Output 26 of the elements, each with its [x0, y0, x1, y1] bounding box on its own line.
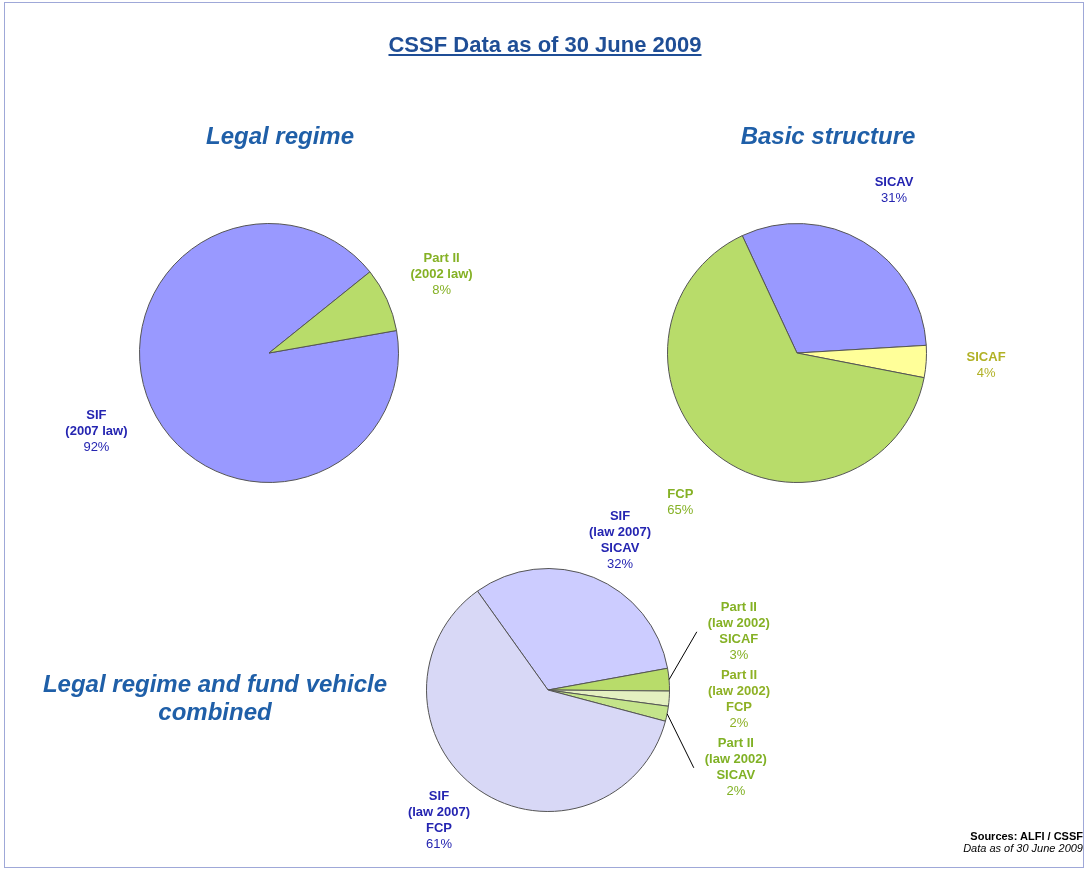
- data-label: 2%: [726, 783, 746, 799]
- source-note: Sources: ALFI / CSSF: [969, 830, 1083, 842]
- slice-label: SIF (law 2007) SICAV: [588, 507, 652, 555]
- data-label: 3%: [729, 647, 749, 663]
- data-label: 2%: [729, 715, 749, 731]
- data-label: 92%: [83, 438, 110, 454]
- slice-label: SIF (law 2007) FCP: [407, 787, 471, 835]
- slice-label: FCP: [667, 485, 694, 501]
- data-label: 61%: [425, 835, 453, 851]
- slice-label: Part II (law 2002) FCP: [707, 667, 771, 715]
- slice-label: Part II (law 2002) SICAV: [704, 735, 767, 783]
- text: Data as of 30 June 2009: [963, 842, 1083, 854]
- data-label: 32%: [607, 555, 634, 571]
- data-label: 65%: [667, 501, 694, 517]
- slice-label: SICAF: [966, 349, 1006, 365]
- slice-label: SICAV: [874, 173, 914, 189]
- chart-title: Basic structure: [739, 122, 917, 150]
- data-label: 4%: [976, 365, 996, 381]
- slice-label: Part II (law 2002) SICAF: [707, 599, 770, 647]
- data-label: 31%: [881, 189, 908, 205]
- text: Legal regime and fund vehicle combined: [41, 670, 389, 726]
- slice-label: Part II (2002 law): [410, 250, 473, 282]
- slice-label: SIF (2007 law): [65, 406, 128, 438]
- chart-title: Legal regime: [204, 122, 356, 150]
- text: CSSF Data as of 30 June 2009: [387, 32, 703, 58]
- data-label: 8%: [432, 282, 452, 298]
